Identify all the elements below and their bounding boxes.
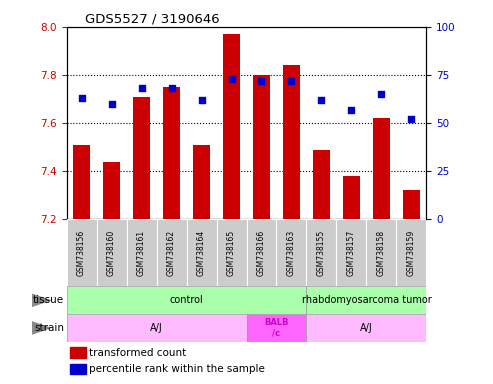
Bar xyxy=(67,286,307,314)
Text: GSM738166: GSM738166 xyxy=(257,230,266,276)
Text: transformed count: transformed count xyxy=(89,348,186,358)
Bar xyxy=(127,219,157,286)
Text: GSM738160: GSM738160 xyxy=(107,230,116,276)
Point xyxy=(257,78,265,84)
Point xyxy=(107,101,115,107)
Text: A/J: A/J xyxy=(150,323,163,333)
Bar xyxy=(246,314,307,342)
Point xyxy=(138,85,145,91)
Bar xyxy=(67,314,246,342)
Bar xyxy=(104,162,120,219)
Text: GSM738157: GSM738157 xyxy=(347,230,356,276)
Bar xyxy=(307,286,426,314)
Text: GSM738158: GSM738158 xyxy=(377,230,386,276)
Text: GSM738163: GSM738163 xyxy=(287,230,296,276)
Text: GDS5527 / 3190646: GDS5527 / 3190646 xyxy=(85,13,219,26)
Bar xyxy=(133,97,150,219)
Bar xyxy=(283,65,300,219)
Bar xyxy=(70,347,86,358)
Text: GSM738155: GSM738155 xyxy=(317,230,326,276)
Text: BALB
/c: BALB /c xyxy=(264,318,289,338)
Text: control: control xyxy=(170,295,204,305)
Point xyxy=(317,97,325,103)
Bar xyxy=(396,219,426,286)
Text: GSM738165: GSM738165 xyxy=(227,230,236,276)
Text: rhabdomyosarcoma tumor: rhabdomyosarcoma tumor xyxy=(302,295,431,305)
Point xyxy=(198,97,206,103)
Point xyxy=(287,78,295,84)
Text: GSM738156: GSM738156 xyxy=(77,230,86,276)
Bar xyxy=(163,87,180,219)
Bar xyxy=(157,219,186,286)
Bar xyxy=(70,364,86,374)
Bar xyxy=(307,219,336,286)
Bar xyxy=(216,219,246,286)
Bar xyxy=(253,75,270,219)
Text: tissue: tissue xyxy=(33,295,64,305)
Bar xyxy=(343,176,360,219)
Text: strain: strain xyxy=(34,323,64,333)
Bar xyxy=(277,219,307,286)
Point xyxy=(378,91,386,97)
Bar xyxy=(223,34,240,219)
Point xyxy=(77,95,85,101)
Bar xyxy=(403,190,420,219)
Bar xyxy=(67,219,97,286)
Point xyxy=(408,116,416,122)
Bar xyxy=(366,219,396,286)
Text: A/J: A/J xyxy=(360,323,373,333)
Point xyxy=(348,106,355,113)
Text: GSM738159: GSM738159 xyxy=(407,230,416,276)
Bar xyxy=(373,118,389,219)
Bar xyxy=(307,314,426,342)
Bar xyxy=(186,219,216,286)
Bar xyxy=(193,145,210,219)
Point xyxy=(228,76,236,82)
Text: GSM738164: GSM738164 xyxy=(197,230,206,276)
Bar xyxy=(73,145,90,219)
Polygon shape xyxy=(32,293,52,307)
Point xyxy=(168,85,176,91)
Bar xyxy=(336,219,366,286)
Text: GSM738162: GSM738162 xyxy=(167,230,176,276)
Text: GSM738161: GSM738161 xyxy=(137,230,146,276)
Polygon shape xyxy=(32,321,52,335)
Text: percentile rank within the sample: percentile rank within the sample xyxy=(89,364,265,374)
Bar xyxy=(97,219,127,286)
Bar xyxy=(246,219,277,286)
Bar xyxy=(313,149,330,219)
